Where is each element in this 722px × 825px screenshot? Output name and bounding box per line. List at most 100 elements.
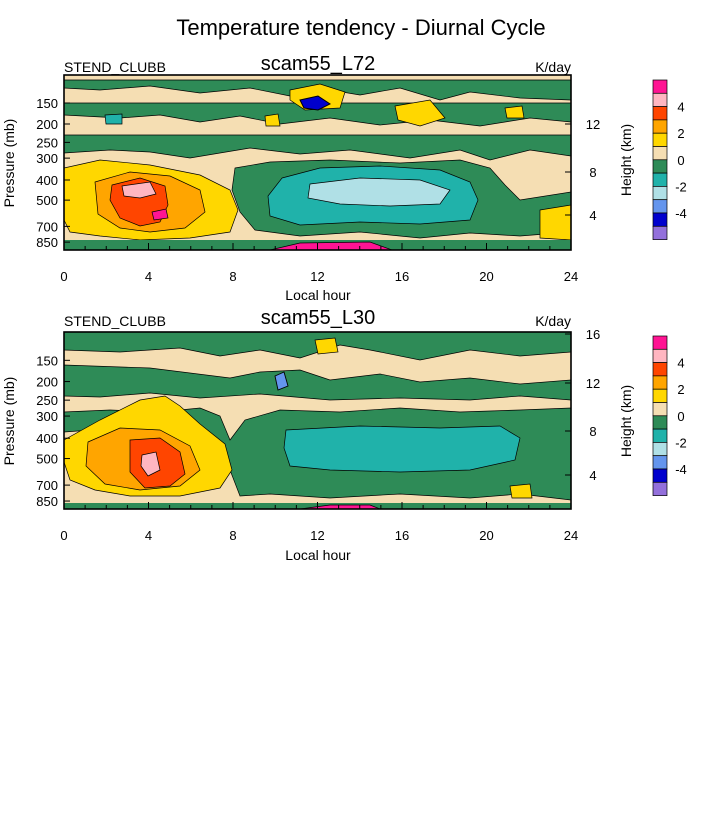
contour-fill-pos-small — [264, 113, 281, 127]
y-tick-label: 200 — [36, 375, 58, 390]
y-tick-label: 500 — [36, 452, 58, 467]
colorbar-label: -2 — [675, 435, 687, 450]
figure-title: Temperature tendency - Diurnal Cycle — [176, 15, 545, 40]
contour-fill-neg-extreme — [299, 95, 331, 111]
colorbar-bin — [652, 79, 668, 94]
x-tick-label: 4 — [145, 269, 152, 284]
y-tick-label: 250 — [36, 135, 58, 150]
colorbar-bin — [652, 348, 668, 363]
panel-1-title: scam55_L72 — [261, 53, 376, 75]
panel-2-colorbar: 4 2 0 -2 -4 — [652, 335, 687, 496]
colorbar-bin — [652, 172, 668, 187]
panel-2-y2label: Height (km) — [618, 385, 634, 457]
y-tick-label: 400 — [36, 173, 58, 188]
panel-1-y2label: Height (km) — [618, 124, 634, 196]
colorbar-bin — [652, 335, 668, 350]
x-tick-label: 0 — [60, 528, 67, 543]
panel-1-units-label: K/day — [535, 59, 571, 75]
colorbar-label: 4 — [677, 100, 684, 115]
x-tick-label: 8 — [229, 528, 236, 543]
x-tick-label: 20 — [479, 528, 493, 543]
panel-1-colorbar: 4 2 0 -2 -4 — [652, 79, 687, 240]
contour-fill-pos-xlarge — [140, 451, 161, 477]
y-tick-label: 850 — [36, 235, 58, 250]
y-tick-label: 300 — [36, 409, 58, 424]
panel-1-x-axis: 0 4 8 12 16 20 24 — [60, 243, 578, 284]
x-tick-label: 16 — [395, 528, 409, 543]
contour-fill-pos-small — [539, 204, 571, 241]
y2-tick-label: 4 — [589, 468, 596, 483]
colorbar-bin — [652, 415, 668, 430]
contour-fill-neg-small — [64, 102, 571, 127]
x-tick-label: 4 — [145, 528, 152, 543]
panel-1-y2-axis: 12 8 4 — [565, 117, 600, 223]
y-tick-label: 500 — [36, 193, 58, 208]
contour-fill-pos-small — [509, 483, 533, 499]
contour-fill-neg-medium — [104, 113, 123, 125]
colorbar-bin — [652, 106, 668, 121]
y-tick-label: 250 — [36, 393, 58, 408]
panel-2-x-axis: 0 4 8 12 16 20 24 — [60, 502, 578, 543]
contour-fill-neg-small — [64, 364, 571, 401]
panel-1-xlabel: Local hour — [285, 287, 351, 303]
colorbar-bin — [652, 402, 668, 417]
y2-tick-label: 8 — [589, 165, 596, 180]
panel-2-left-label: STEND_CLUBB — [64, 313, 166, 329]
contour-fill-pos-small — [314, 337, 339, 355]
x-tick-label: 24 — [564, 528, 578, 543]
contour-fill-pos-small — [394, 99, 446, 127]
contour-fill-surface-max — [269, 241, 393, 250]
colorbar-label: 2 — [677, 382, 684, 397]
x-tick-label: 24 — [564, 269, 578, 284]
colorbar-bin — [652, 119, 668, 134]
panel-2-contour-field — [64, 332, 571, 509]
panel-2-units-label: K/day — [535, 313, 571, 329]
x-tick-label: 0 — [60, 269, 67, 284]
colorbar-label: -2 — [675, 179, 687, 194]
y-tick-label: 700 — [36, 219, 58, 234]
y2-tick-label: 12 — [586, 117, 600, 132]
colorbar-bin — [652, 199, 668, 214]
contour-fill-neg-small — [64, 134, 571, 161]
y2-tick-label: 16 — [586, 327, 600, 342]
panel-2-ylabel: Pressure (mb) — [1, 377, 17, 466]
contour-fill-neg-extreme — [274, 371, 289, 391]
colorbar-bin — [652, 442, 668, 457]
x-tick-label: 16 — [395, 269, 409, 284]
panel-2-title: scam55_L30 — [261, 307, 376, 329]
colorbar-bin — [652, 225, 668, 240]
colorbar-bin — [652, 159, 668, 174]
y-tick-label: 400 — [36, 431, 58, 446]
colorbar-bin — [652, 212, 668, 227]
colorbar-bin — [652, 388, 668, 403]
y-tick-label: 850 — [36, 494, 58, 509]
x-tick-label: 20 — [479, 269, 493, 284]
panel-2-xlabel: Local hour — [285, 547, 351, 563]
panel-2: STEND_CLUBB scam55_L30 K/day 15020025030… — [1, 307, 687, 563]
contour-fill-neg-large — [307, 177, 451, 207]
x-tick-label: 8 — [229, 269, 236, 284]
x-tick-label: 12 — [310, 269, 324, 284]
colorbar-label: 0 — [677, 409, 684, 424]
contour-fill-neg-medium — [283, 425, 521, 473]
y-tick-label: 150 — [36, 353, 58, 368]
colorbar-label: 0 — [677, 153, 684, 168]
panel-1-ylabel: Pressure (mb) — [1, 119, 17, 208]
colorbar-bin — [652, 468, 668, 483]
colorbar-bin — [652, 362, 668, 377]
colorbar-bin — [652, 132, 668, 147]
contour-fill-pos-small — [504, 105, 525, 119]
contour-fill-pos-max — [151, 208, 169, 221]
y2-tick-label: 4 — [589, 208, 596, 223]
colorbar-bin — [652, 186, 668, 201]
panel-1-contour-field — [64, 75, 571, 250]
colorbar-bin — [652, 146, 668, 161]
colorbar-bin — [652, 481, 668, 496]
contour-fill-pos-xlarge — [121, 181, 157, 199]
y-tick-label: 200 — [36, 117, 58, 132]
panel-1: STEND_CLUBB scam55_L72 K/day — [1, 53, 687, 303]
colorbar-bin — [652, 92, 668, 107]
y2-tick-label: 12 — [586, 376, 600, 391]
colorbar-bin — [652, 428, 668, 443]
